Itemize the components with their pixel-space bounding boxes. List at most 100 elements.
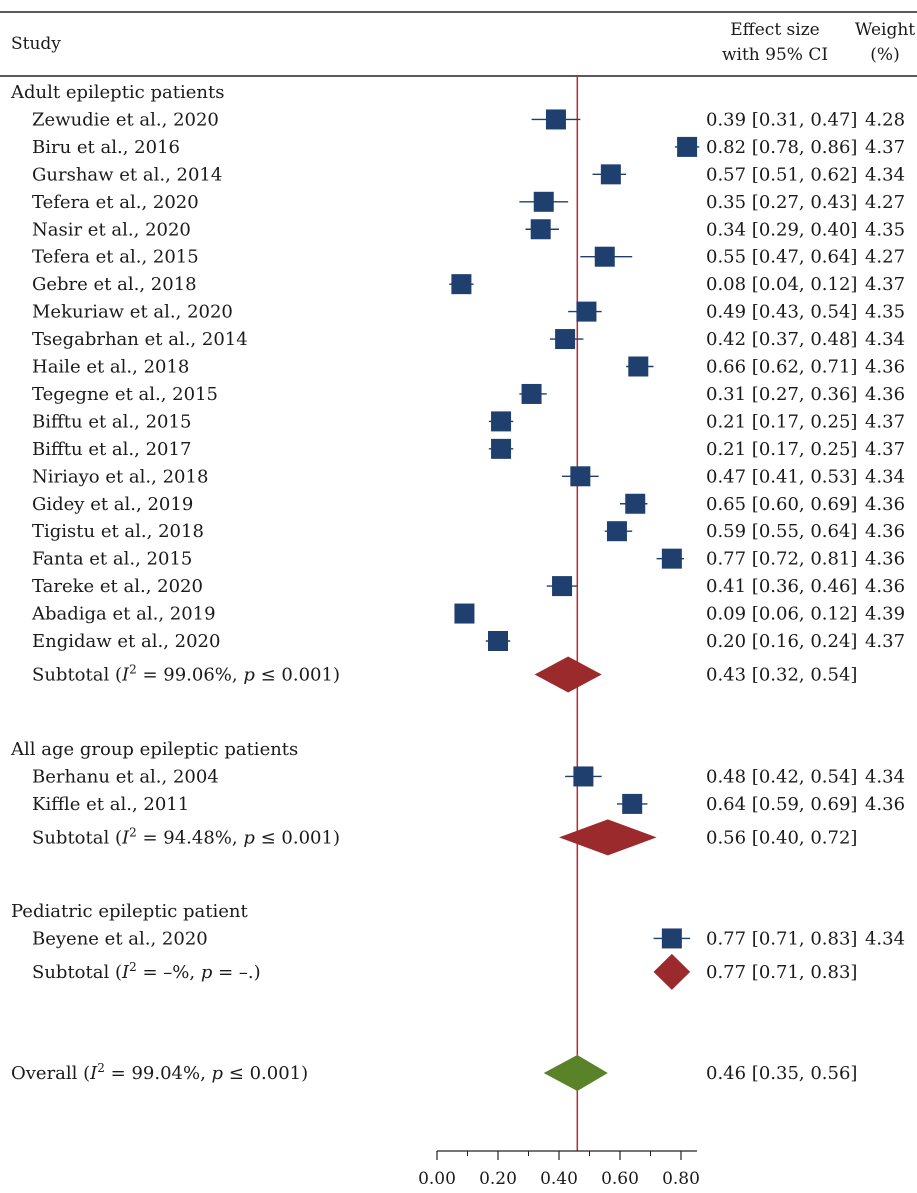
- weight-value: 4.35: [865, 302, 905, 323]
- effect-ci-value: 0.59 [0.55, 0.64]: [706, 521, 857, 542]
- study-marker: [454, 603, 475, 624]
- effect-ci-value: 0.39 [0.31, 0.47]: [706, 109, 857, 130]
- study-label: Kiffle et al., 2011: [32, 794, 189, 815]
- study-marker: [661, 928, 682, 949]
- weight-value: 4.36: [865, 384, 905, 405]
- weight-value: 4.36: [865, 794, 905, 815]
- weight-value: 4.27: [865, 247, 905, 268]
- effect-ci-value: 0.09 [0.06, 0.12]: [706, 604, 857, 625]
- weight-value: 4.37: [865, 631, 905, 652]
- weight-value: 4.37: [865, 137, 905, 158]
- study-marker: [622, 793, 643, 814]
- subtotal-label: Subtotal (I2 = –%, p = –.): [32, 960, 261, 983]
- header-weight: Weight: [855, 20, 915, 40]
- weight-value: 4.35: [865, 219, 905, 240]
- study-marker: [521, 383, 542, 404]
- effect-ci-value: 0.49 [0.43, 0.54]: [706, 302, 857, 323]
- x-tick-label: 0.00: [418, 1169, 456, 1189]
- weight-value: 4.36: [865, 576, 905, 597]
- header-effect-size: Effect size: [730, 20, 819, 40]
- x-axis: 0.00 0.20 0.40 0.60 0.80: [418, 1150, 700, 1189]
- study-label: Zewudie et al., 2020: [32, 109, 219, 130]
- study-label: Mekuriaw et al., 2020: [32, 302, 233, 323]
- study-label: Engidaw et al., 2020: [32, 631, 220, 652]
- study-marker: [573, 766, 594, 787]
- study-marker: [533, 191, 554, 212]
- study-marker: [530, 219, 551, 240]
- study-label: Tareke et al., 2020: [32, 576, 203, 597]
- x-tick-label: 0.60: [601, 1169, 639, 1189]
- weight-value: 4.39: [865, 604, 905, 625]
- effect-ci-value: 0.20 [0.16, 0.24]: [706, 631, 857, 652]
- study-marker: [570, 466, 591, 487]
- x-tick-label: 0.40: [540, 1169, 578, 1189]
- study-label: Berhanu et al., 2004: [32, 766, 219, 787]
- study-marker: [606, 521, 627, 542]
- study-label: Tefera et al., 2015: [32, 247, 199, 268]
- study-label: Nasir et al., 2020: [32, 219, 191, 240]
- effect-ci-value: 0.57 [0.51, 0.62]: [706, 164, 857, 185]
- study-marker: [552, 576, 573, 597]
- study-marker: [488, 631, 508, 651]
- effect-ci-value: 0.65 [0.60, 0.69]: [706, 494, 857, 515]
- effect-ci-value: 0.77 [0.72, 0.81]: [706, 549, 857, 570]
- effect-ci-value: 0.21 [0.17, 0.25]: [706, 439, 857, 460]
- study-label: Haile et al., 2018: [32, 357, 189, 378]
- weight-value: 4.37: [865, 274, 905, 295]
- study-marker: [545, 109, 566, 130]
- group-label: All age group epileptic patients: [10, 739, 298, 760]
- weight-value: 4.34: [865, 329, 905, 350]
- study-marker: [451, 274, 472, 295]
- subtotal-label: Subtotal (I2 = 99.06%, p ≤ 0.001): [32, 662, 340, 685]
- study-label: Bifftu et al., 2015: [32, 411, 191, 432]
- subtotal-diamond: [653, 953, 691, 990]
- study-label: Fanta et al., 2015: [32, 549, 192, 570]
- effect-ci-value: 0.08 [0.04, 0.12]: [706, 274, 857, 295]
- study-marker: [491, 438, 512, 459]
- effect-ci-value: 0.82 [0.78, 0.86]: [706, 137, 857, 158]
- effect-ci-value: 0.21 [0.17, 0.25]: [706, 411, 857, 432]
- study-marker: [491, 411, 512, 432]
- study-label: Biru et al., 2016: [32, 137, 180, 158]
- effect-ci-value: 0.47 [0.41, 0.53]: [706, 466, 857, 487]
- study-marker: [594, 246, 615, 267]
- subtotal-diamond: [534, 656, 602, 693]
- study-label: Tigistu et al., 2018: [32, 521, 204, 542]
- weight-value: 4.34: [865, 766, 905, 787]
- study-marker: [625, 493, 646, 514]
- study-marker: [576, 301, 597, 322]
- study-label: Niriayo et al., 2018: [32, 466, 208, 487]
- weight-value: 4.36: [865, 521, 905, 542]
- weight-value: 4.34: [865, 466, 905, 487]
- study-label: Gidey et al., 2019: [32, 494, 193, 515]
- weight-value: 4.27: [865, 192, 905, 213]
- subtotal-ci-value: 0.43 [0.32, 0.54]: [706, 664, 857, 685]
- effect-ci-value: 0.77 [0.71, 0.83]: [706, 928, 857, 949]
- x-tick-label: 0.80: [662, 1169, 700, 1189]
- study-marker: [677, 136, 698, 157]
- effect-ci-value: 0.55 [0.47, 0.64]: [706, 247, 857, 268]
- header-study: Study: [11, 34, 61, 54]
- study-marker: [628, 356, 649, 377]
- study-label: Gebre et al., 2018: [32, 274, 197, 295]
- study-label: Bifftu et al., 2017: [32, 439, 191, 460]
- effect-ci-value: 0.35 [0.27, 0.43]: [706, 192, 857, 213]
- x-tick-label: 0.20: [479, 1169, 517, 1189]
- study-marker: [661, 548, 682, 569]
- effect-ci-value: 0.64 [0.59, 0.69]: [706, 794, 857, 815]
- forest-rows: Adult epileptic patients Zewudie et al., …: [10, 76, 905, 1151]
- weight-value: 4.36: [865, 357, 905, 378]
- header-weight-unit: (%): [870, 45, 899, 65]
- effect-ci-value: 0.41 [0.36, 0.46]: [706, 576, 857, 597]
- overall-diamond: [543, 1055, 608, 1091]
- weight-value: 4.37: [865, 439, 905, 460]
- weight-value: 4.37: [865, 411, 905, 432]
- study-label: Tsegabrhan et al., 2014: [32, 329, 248, 350]
- weight-value: 4.34: [865, 928, 905, 949]
- weight-value: 4.36: [865, 549, 905, 570]
- study-marker: [555, 329, 576, 350]
- study-label: Gurshaw et al., 2014: [32, 164, 222, 185]
- weight-value: 4.34: [865, 164, 905, 185]
